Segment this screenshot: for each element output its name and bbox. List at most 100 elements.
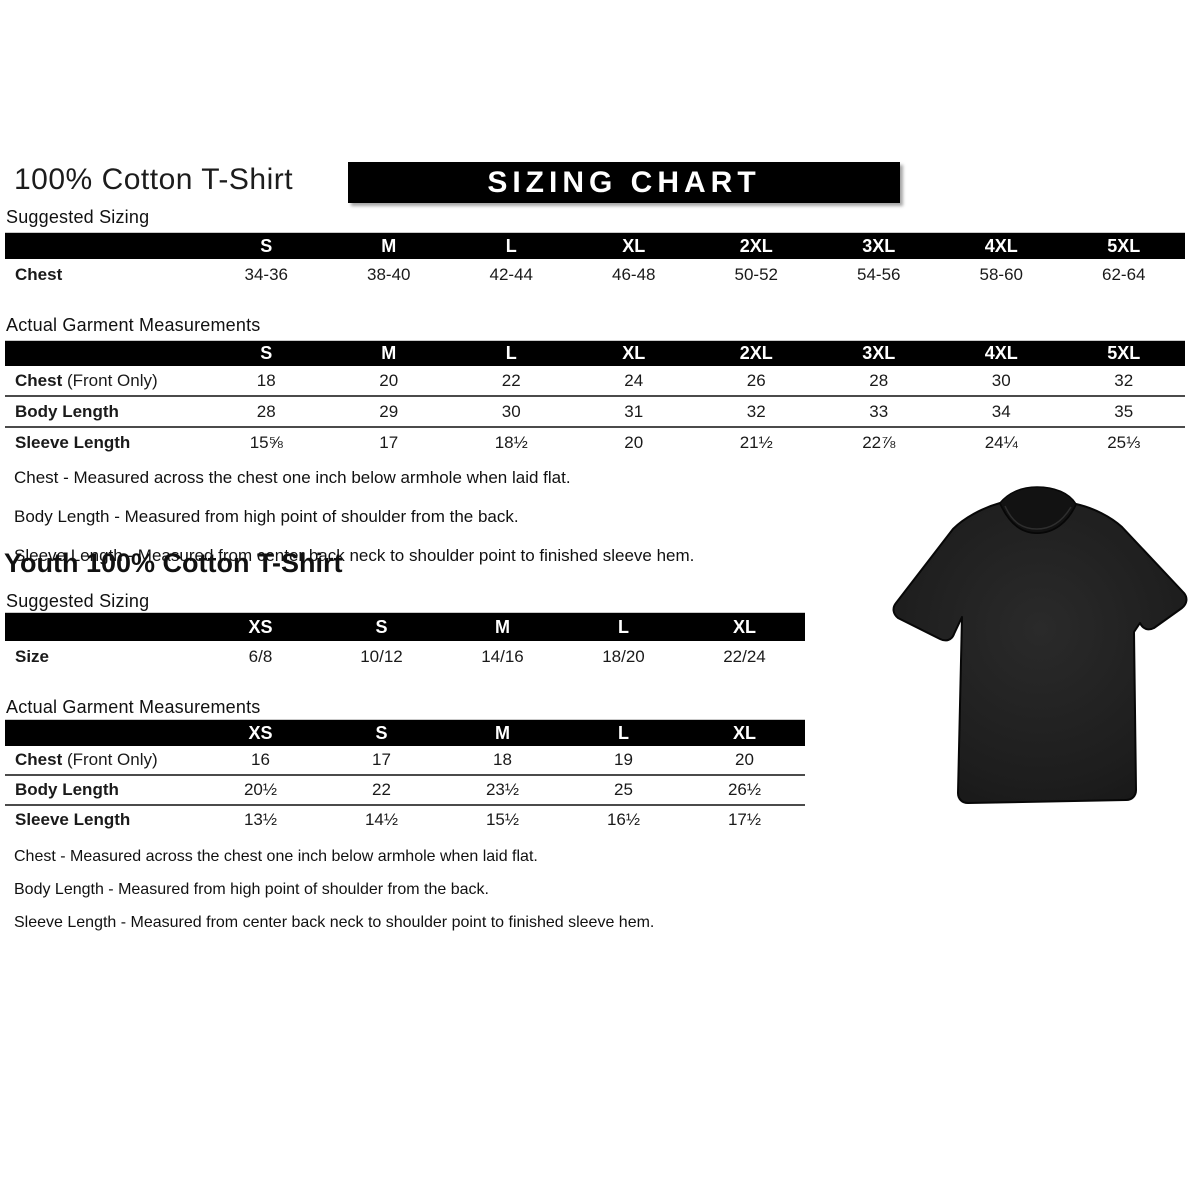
measurement-value: 42-44 [489, 264, 533, 284]
adult-actual-measurements-table: S M L XL 2XL 3XL 4XL 5XL Chest (Front On… [5, 340, 1185, 457]
measurement-value: 35 [1062, 395, 1185, 427]
table-row: Sleeve Length 15⅝ 17 18½ 20 21½ 22⅞ 24¼ … [5, 426, 1185, 457]
table-row: Body Length 28 29 30 31 32 33 34 35 [5, 395, 1185, 427]
measurement-value: 34 [940, 395, 1063, 427]
row-label: Chest (Front Only) [15, 370, 158, 390]
tshirt-image [892, 486, 1188, 804]
row-label: Body Length [5, 774, 200, 805]
table-row: Chest 34-36 38-40 42-44 46-48 50-52 54-5… [5, 259, 1185, 290]
table-row: Chest (Front Only) 16 17 18 19 20 [5, 746, 805, 775]
row-label: Body Length [5, 395, 205, 427]
size-column-header: L [450, 232, 573, 259]
size-column-header: L [563, 719, 684, 746]
measurement-value: 20 [572, 426, 695, 457]
youth-suggested-sizing-label: Suggested Sizing [6, 591, 150, 611]
youth-measurement-notes: Chest - Measured across the chest one in… [14, 840, 654, 939]
measurement-value: 62-64 [1102, 264, 1146, 284]
row-label: Sleeve Length [5, 426, 205, 457]
measurement-value: 20 [735, 750, 754, 769]
row-label: Sleeve Length [5, 804, 200, 834]
adult-actual-measurements-label: Actual Garment Measurements [6, 315, 261, 335]
table-row: Chest (Front Only) 18 20 22 24 26 28 30 … [5, 366, 1185, 396]
measurement-value: 26½ [684, 774, 805, 805]
measurement-value: 18 [256, 370, 276, 390]
measurement-value: 17 [372, 750, 391, 769]
measurement-value: 18/20 [602, 646, 645, 666]
measurement-value: 14½ [321, 804, 442, 834]
tshirt-collar [999, 486, 1077, 534]
youth-actual-measurements-label: Actual Garment Measurements [6, 697, 261, 717]
note-line: Body Length - Measured from high point o… [14, 881, 489, 898]
row-label: Chest [15, 264, 63, 284]
empty-header-cell [5, 719, 200, 746]
size-header-row: XS S M L XL [5, 719, 805, 746]
measurement-value: 16½ [563, 804, 684, 834]
measurement-value: 21½ [695, 426, 818, 457]
measurement-value: 46-48 [612, 264, 656, 284]
measurement-value: 17 [327, 426, 450, 457]
size-column-header: 5XL [1062, 340, 1185, 366]
note-line: Sleeve Length - Measured from center bac… [14, 914, 655, 931]
youth-suggested-sizing-table: XS S M L XL Size 6/8 10/12 14/16 18/20 2… [5, 612, 805, 672]
size-column-header: XL [684, 612, 805, 641]
measurement-value: 24¼ [940, 426, 1063, 457]
size-column-header: L [563, 612, 684, 641]
measurement-value: 22 [501, 370, 521, 390]
size-column-header: 5XL [1062, 232, 1185, 259]
measurement-value: 13½ [200, 804, 321, 834]
table-row: Sleeve Length 13½ 14½ 15½ 16½ 17½ [5, 804, 805, 834]
youth-section-title: Youth 100% Cotton T-Shirt [4, 548, 343, 578]
measurement-value: 10/12 [360, 646, 403, 666]
measurement-value: 28 [205, 395, 328, 427]
measurement-value: 30 [450, 395, 573, 427]
measurement-value: 18½ [450, 426, 573, 457]
note-line: Body Length - Measured from high point o… [14, 507, 519, 526]
measurement-value: 22/24 [723, 646, 766, 666]
table-row: Size 6/8 10/12 14/16 18/20 22/24 [5, 641, 805, 672]
measurement-value: 20½ [200, 774, 321, 805]
size-header-row: S M L XL 2XL 3XL 4XL 5XL [5, 232, 1185, 259]
size-column-header: S [205, 340, 328, 366]
measurement-value: 22 [321, 774, 442, 805]
size-column-header: M [327, 232, 450, 259]
size-column-header: 2XL [695, 340, 818, 366]
size-column-header: XS [200, 719, 321, 746]
measurement-value: 6/8 [248, 646, 273, 666]
measurement-value: 54-56 [857, 264, 901, 284]
size-column-header: L [450, 340, 573, 366]
measurement-value: 29 [327, 395, 450, 427]
measurement-value: 32 [695, 395, 818, 427]
note-line: Chest - Measured across the chest one in… [14, 468, 571, 487]
size-header-row: S M L XL 2XL 3XL 4XL 5XL [5, 340, 1185, 366]
measurement-value: 30 [991, 370, 1011, 390]
measurement-value: 16 [251, 750, 270, 769]
measurement-value: 22⅞ [817, 426, 940, 457]
measurement-value: 25 [563, 774, 684, 805]
measurement-value: 34-36 [244, 264, 288, 284]
size-column-header: M [327, 340, 450, 366]
measurement-value: 15⅝ [205, 426, 328, 457]
size-column-header: 4XL [940, 340, 1063, 366]
measurement-value: 26 [746, 370, 766, 390]
measurement-value: 50-52 [734, 264, 778, 284]
size-header-row: XS S M L XL [5, 612, 805, 641]
size-column-header: XL [572, 340, 695, 366]
size-column-header: S [321, 612, 442, 641]
sizing-chart-banner-label: SIZING CHART [487, 165, 761, 199]
measurement-value: 14/16 [481, 646, 524, 666]
measurement-value: 38-40 [367, 264, 411, 284]
note-line: Sleeve Length - Measured from center bac… [14, 546, 695, 565]
measurement-value: 58-60 [979, 264, 1023, 284]
note-line: Chest - Measured across the chest one in… [14, 848, 538, 865]
size-column-header: XS [200, 612, 321, 641]
page-title: 100% Cotton T-Shirt [14, 163, 294, 196]
adult-suggested-sizing-label: Suggested Sizing [6, 207, 150, 227]
measurement-value: 15½ [442, 804, 563, 834]
adult-suggested-sizing-table: S M L XL 2XL 3XL 4XL 5XL Chest 34-36 38-… [5, 232, 1185, 290]
size-column-header: S [321, 719, 442, 746]
measurement-value: 28 [869, 370, 889, 390]
measurement-value: 23½ [442, 774, 563, 805]
size-column-header: M [442, 612, 563, 641]
size-column-header: XL [684, 719, 805, 746]
size-column-header: 3XL [817, 340, 940, 366]
